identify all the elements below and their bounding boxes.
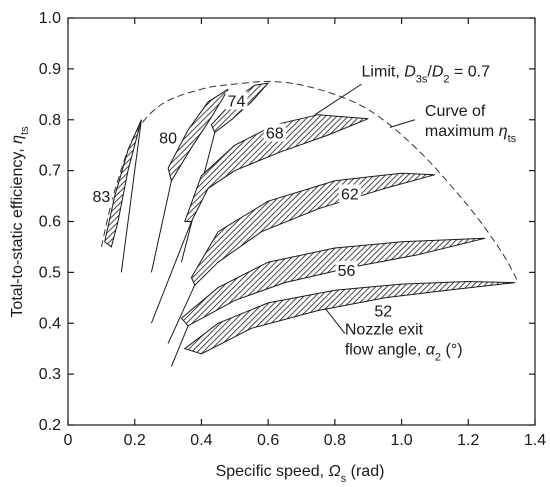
band-label-bg-52 [372, 301, 395, 320]
x-tick-label: 0.4 [190, 432, 212, 449]
annotation-nozzle-line1: Nozzle exit [345, 321, 424, 338]
band-label-bg-83 [90, 187, 113, 206]
band-extension-56 [170, 325, 189, 367]
x-tick-label: 1.0 [390, 432, 412, 449]
annotation-leader-maximum [389, 119, 416, 128]
annotation-leader-limit [314, 83, 362, 116]
x-tick-label: 1.2 [457, 432, 479, 449]
band-label-52: 52 [374, 304, 392, 321]
annotation-leader-nozzle [324, 307, 346, 334]
band-extension-62 [167, 284, 196, 344]
band-83 [104, 119, 142, 248]
y-tick-label: 0.6 [39, 214, 61, 231]
band-label-bg-74 [225, 91, 248, 110]
band-label-bg-68 [263, 123, 286, 142]
y-tick-label: 0.3 [39, 366, 61, 383]
x-axis-label-group: Specific speed, Ωs (rad) [216, 463, 385, 485]
y-tick-label: 1.0 [39, 10, 61, 27]
band-56 [180, 237, 486, 327]
x-tick-label: 1.4 [524, 432, 546, 449]
annotation-maximum-line2: maximum ηts [425, 123, 517, 145]
band-label-bg-56 [335, 260, 358, 279]
band-label-74: 74 [228, 93, 246, 110]
band-extension-80 [150, 180, 172, 273]
x-axis-label: Specific speed, Ωs (rad) [216, 463, 385, 485]
plot-area: 0 0.2 0.4 0.6 0.8 1.0 1.2 1.40.20.30.40.50.60.7… [39, 10, 546, 449]
x-tick-label: 0.8 [324, 432, 346, 449]
band-label-62: 62 [341, 187, 359, 204]
annotation-limit: Limit, D3s/D2 = 0.7 [362, 64, 491, 86]
band-label-bg-80 [157, 128, 180, 147]
band-extension-68 [150, 221, 192, 324]
y-tick-label: 0.8 [39, 112, 61, 129]
x-tick-label: 0.6 [257, 432, 279, 449]
band-label-bg-62 [338, 184, 361, 203]
y-tick-label: 0.9 [39, 61, 61, 78]
x-tick-label: 0.2 [124, 432, 146, 449]
band-80 [167, 88, 229, 183]
band-label-68: 68 [266, 125, 284, 142]
y-tick-label: 0.4 [39, 315, 61, 332]
y-axis-label-group: Total-to-static efficiency, ηts [9, 126, 31, 318]
band-label-83: 83 [92, 189, 110, 206]
y-tick-label: 0.2 [39, 417, 61, 434]
band-52 [183, 280, 516, 355]
x-tick-label: 0 [64, 432, 73, 449]
annotation-maximum-line1: Curve of [425, 103, 486, 120]
limit-curve [100, 80, 519, 283]
y-tick-label: 0.5 [39, 264, 61, 281]
band-label-80: 80 [159, 131, 177, 148]
annotation-nozzle-line2: flow angle, α2 (°) [345, 341, 463, 363]
band-extension-83 [120, 119, 142, 273]
band-62 [190, 172, 436, 286]
y-axis-label: Total-to-static efficiency, ηts [9, 126, 31, 318]
band-label-56: 56 [338, 263, 356, 280]
y-tick-label: 0.7 [39, 163, 61, 180]
